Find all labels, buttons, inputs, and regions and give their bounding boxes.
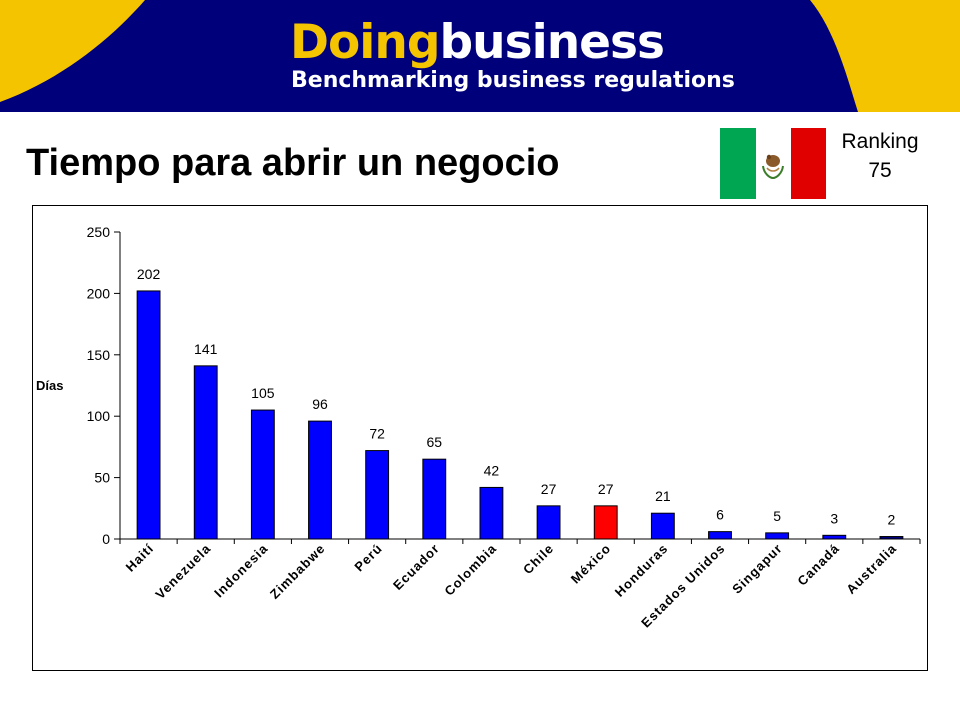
banner-background [0, 0, 960, 112]
bar [308, 420, 332, 540]
header-banner: Doingbusiness Benchmarking business regu… [0, 0, 960, 112]
flag-green-stripe [720, 128, 756, 199]
bar-value-label: 21 [655, 488, 671, 504]
bar [708, 531, 732, 540]
logo-tagline: Benchmarking business regulations [291, 68, 735, 93]
bar-value-label: 2 [888, 512, 896, 528]
bar-value-label: 27 [541, 481, 557, 497]
ranking-box: Ranking 75 [832, 127, 928, 185]
y-tick-label: 50 [94, 470, 110, 486]
bar [250, 409, 275, 540]
bar-value-label: 3 [830, 510, 838, 526]
logo-word-doing: Doing [290, 15, 441, 70]
bar [650, 512, 675, 540]
bar-value-label: 65 [426, 434, 442, 450]
chart-frame [32, 205, 928, 671]
y-tick-label: 200 [87, 285, 111, 301]
bar [822, 534, 847, 540]
flag-red-stripe [791, 128, 826, 199]
bar-value-label: 5 [773, 508, 781, 524]
bar-chart: 0 50 100 150 200 250 Días 202 Haití 141 Venezuela 1… [32, 205, 928, 671]
bar-value-label: 72 [369, 426, 385, 442]
bar-value-label: 27 [598, 481, 614, 497]
flag-emblem-icon [762, 154, 784, 180]
slide-title: Tiempo para abrir un negocio [26, 142, 560, 184]
bar-value-label: 141 [194, 341, 218, 357]
doingbusiness-logo: Doingbusiness [290, 14, 665, 72]
ranking-label: Ranking [841, 130, 919, 153]
bar [479, 486, 504, 540]
bar [536, 505, 561, 540]
chart-svg: 050100150200250Días202Haití141Venezuela1… [32, 205, 928, 671]
bar-value-label: 6 [716, 507, 724, 523]
ranking-value: 75 [868, 159, 892, 182]
bar-value-label: 42 [484, 462, 500, 478]
bar [593, 505, 618, 540]
bar [879, 536, 904, 540]
bar [136, 290, 161, 540]
bar [193, 365, 218, 540]
bar [765, 532, 790, 540]
y-axis-label: Días [36, 378, 63, 393]
bar-value-label: 202 [137, 266, 161, 282]
bar [422, 458, 447, 540]
logo-word-business: business [439, 15, 665, 70]
banner-blue-shape [0, 0, 858, 112]
y-tick-label: 150 [87, 347, 111, 363]
y-tick-label: 250 [87, 224, 111, 240]
mexico-flag-icon [720, 128, 826, 199]
y-tick-label: 100 [87, 408, 111, 424]
bar [365, 450, 390, 540]
bar-value-label: 105 [251, 385, 275, 401]
y-tick-label: 0 [102, 531, 110, 547]
bar-value-label: 96 [312, 396, 328, 412]
